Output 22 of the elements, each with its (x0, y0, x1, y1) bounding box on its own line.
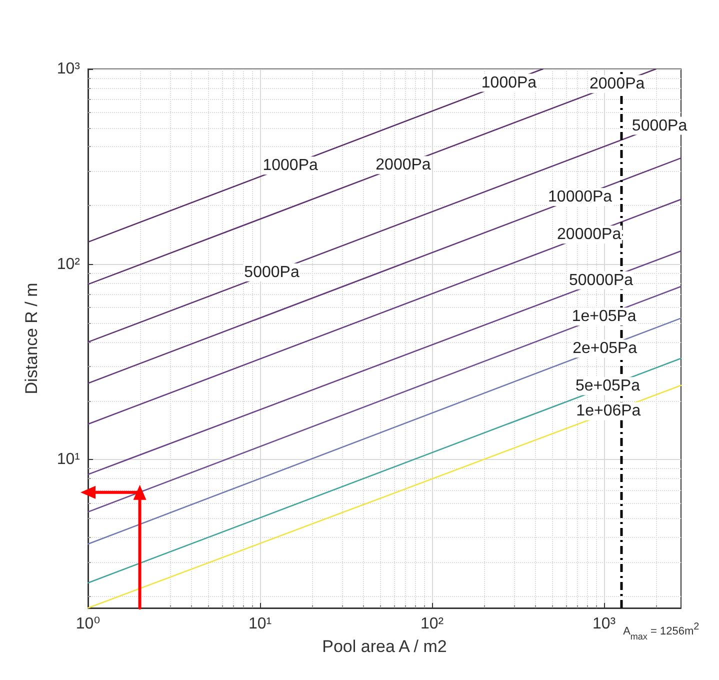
annotation: 50000Pa (568, 272, 634, 289)
x-tick-label: 10² (420, 616, 444, 632)
annotation: 10000Pa (548, 188, 612, 206)
annotation: 2e+05Pa (572, 340, 638, 358)
annotation: 5000Pa (632, 117, 688, 134)
x-axis-title: Pool area A / m2 (322, 637, 447, 656)
annotation: 1e+06Pa (576, 402, 641, 420)
annotation: 1e+05Pa (572, 308, 636, 326)
annotation: 2000Pa (376, 156, 431, 174)
annotation: 1000Pa (262, 157, 318, 174)
annotation: 1000Pa (481, 74, 537, 92)
x-tick-label: 10¹ (248, 616, 272, 632)
x-tick-label: 10⁰ (76, 616, 100, 632)
y-tick-label: 10² (56, 256, 81, 273)
y-tick-label: 10¹ (56, 451, 80, 468)
annotation: 5000Pa (244, 264, 300, 281)
annotation: 20000Pa (557, 226, 622, 244)
annotation: 2000Pa (589, 76, 645, 93)
y-tick-label: 10³ (56, 60, 81, 78)
annotation: 5e+05Pa (575, 378, 640, 395)
x-tick-label: 10³ (592, 616, 616, 632)
y-axis-title: Distance R / m (22, 282, 41, 394)
